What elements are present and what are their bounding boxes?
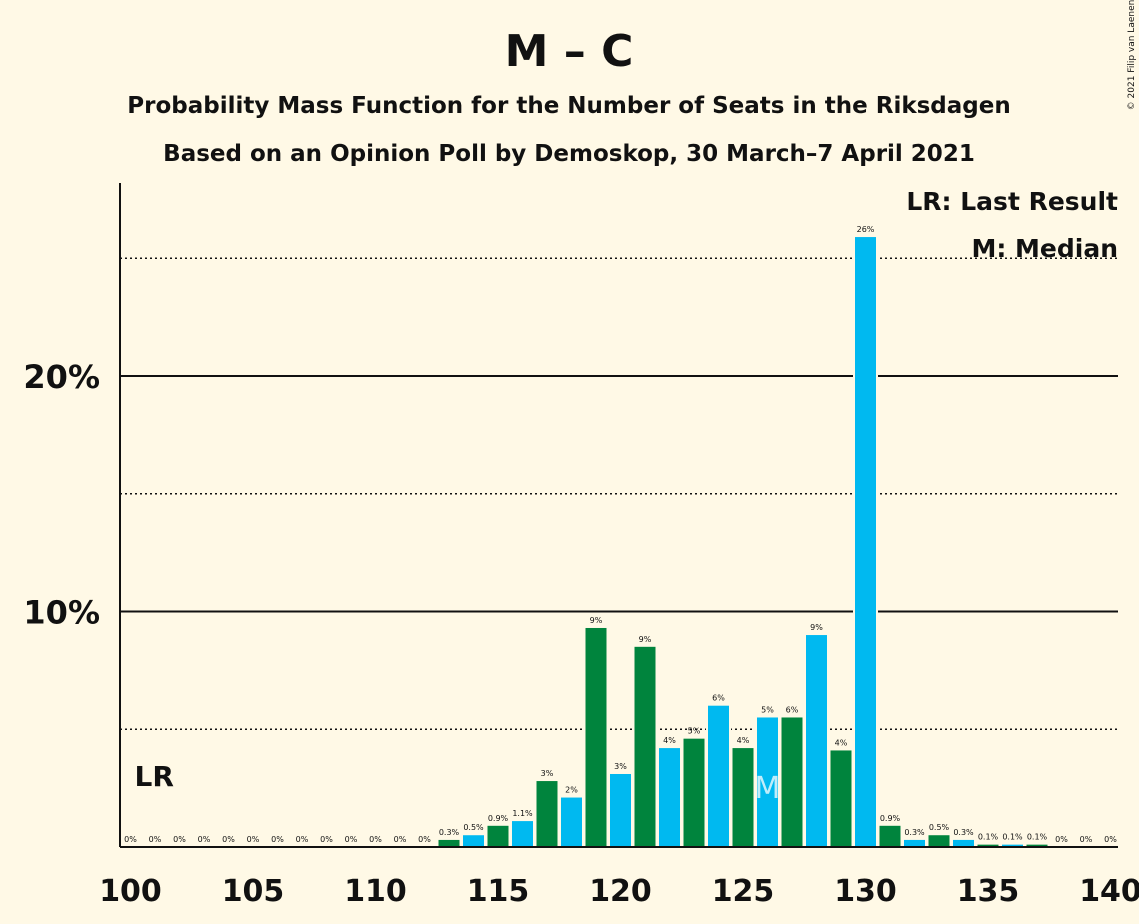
bar-seat-118: [561, 797, 582, 847]
bar-value-labels: 0% 0% 0% 0% 0% 0% 0% 0% 0% 0% 0% 0% 0%0.3%0.5%0.9%1.…: [124, 225, 1117, 844]
bar-seat-126: [757, 717, 778, 847]
legend-last-result: LR: Last Result: [906, 187, 1118, 216]
bar-label-seat-130: 26%: [857, 225, 875, 234]
bar-label-seat-140: 0%: [1104, 835, 1117, 844]
bar-label-seat-120: 3%: [614, 762, 627, 771]
bar-seat-132: [904, 839, 925, 847]
grid-lines: [120, 257, 1118, 730]
bar-label-seat-116: 1.1%: [512, 809, 533, 818]
bar-seat-116: [512, 821, 533, 847]
bar-label-seat-109: 0%: [345, 835, 358, 844]
bar-seat-114: [463, 835, 484, 847]
bar-label-seat-121: 9%: [639, 635, 652, 644]
bar-label-seat-131: 0.9%: [880, 814, 901, 823]
bar-label-seat-123: 5%: [688, 727, 701, 736]
bar-label-seat-122: 4%: [663, 736, 676, 745]
bar-label-seat-102: 0%: [173, 835, 186, 844]
bar-label-seat-129: 4%: [835, 738, 848, 747]
bar-seat-124: [708, 705, 729, 847]
bar-label-seat-106: 0%: [271, 835, 284, 844]
chart-subtitle-2: Based on an Opinion Poll by Demoskop, 30…: [163, 141, 975, 167]
bar-label-seat-118: 2%: [565, 786, 578, 795]
bar-label-seat-105: 0%: [247, 835, 260, 844]
bar-label-seat-101: 0%: [149, 835, 162, 844]
x-tick-label-130: 130: [834, 874, 897, 909]
bar-label-seat-108: 0%: [320, 835, 333, 844]
bar-seat-121: [634, 646, 656, 847]
x-tick-label-115: 115: [467, 874, 530, 909]
tick-labels: 10% 20% 100 105 110 115 120 125 130 135 140: [23, 358, 1139, 909]
bar-seat-131: [879, 825, 901, 847]
bar-label-seat-128: 9%: [810, 623, 823, 632]
bar-seat-119: [585, 627, 607, 847]
bar-label-seat-136: 0.1%: [1002, 833, 1023, 842]
y-tick-label-10: 10%: [23, 594, 100, 632]
bar-label-seat-137: 0.1%: [1027, 833, 1048, 842]
bar-seat-136: [1002, 844, 1023, 847]
bar-seat-127: [781, 717, 803, 847]
bar-label-seat-107: 0%: [296, 835, 309, 844]
bar-seat-125: [732, 748, 754, 847]
bar-seat-120: [610, 773, 631, 847]
median-marker: M: [755, 771, 781, 806]
bar-seat-133: [928, 835, 950, 847]
chart-title: M – C: [505, 26, 634, 77]
x-tick-label-135: 135: [957, 874, 1020, 909]
bar-label-seat-111: 0%: [394, 835, 407, 844]
bar-label-seat-103: 0%: [198, 835, 211, 844]
bar-label-seat-100: 0%: [124, 835, 137, 844]
bar-seat-128: [806, 635, 827, 847]
bar-seat-130: [855, 237, 876, 847]
axes: [119, 183, 1118, 848]
bar-label-seat-110: 0%: [369, 835, 382, 844]
bar-label-seat-132: 0.3%: [904, 828, 925, 837]
bar-seat-123: [683, 738, 705, 847]
y-tick-label-20: 20%: [23, 358, 100, 396]
x-tick-label-125: 125: [712, 874, 775, 909]
bar-label-seat-124: 6%: [712, 694, 725, 703]
bar-seat-137: [1026, 844, 1048, 847]
bar-series: [436, 235, 1050, 847]
bar-seat-115: [487, 825, 509, 847]
bar-label-seat-113: 0.3%: [439, 828, 460, 837]
bar-label-seat-134: 0.3%: [953, 828, 974, 837]
bar-label-seat-126: 5%: [761, 705, 774, 714]
bar-label-seat-115: 0.9%: [488, 814, 509, 823]
x-tick-label-100: 100: [99, 874, 162, 909]
x-tick-label-120: 120: [589, 874, 652, 909]
bar-seat-113: [438, 839, 460, 847]
bar-label-seat-104: 0%: [222, 835, 235, 844]
copyright-notice: © 2021 Filip van Laenen: [1127, 0, 1137, 110]
bar-seat-134: [953, 839, 974, 847]
legend-median: M: Median: [971, 234, 1118, 263]
bar-label-seat-127: 6%: [786, 705, 799, 714]
bar-seat-122: [659, 748, 680, 847]
bar-label-seat-114: 0.5%: [463, 823, 484, 832]
bar-seat-117: [536, 781, 558, 847]
x-tick-label-110: 110: [344, 874, 407, 909]
chart-subtitle: Probability Mass Function for the Number…: [127, 93, 1010, 119]
bar-label-seat-119: 9%: [590, 616, 603, 625]
bar-label-seat-125: 4%: [737, 736, 750, 745]
last-result-marker: LR: [135, 760, 174, 793]
bar-label-seat-139: 0%: [1080, 835, 1093, 844]
bar-label-seat-135: 0.1%: [978, 833, 999, 842]
bar-label-seat-117: 3%: [541, 769, 554, 778]
x-tick-label-140: 140: [1079, 874, 1139, 909]
bar-label-seat-138: 0%: [1055, 835, 1068, 844]
bar-label-seat-133: 0.5%: [929, 823, 950, 832]
bar-label-seat-112: 0%: [418, 835, 431, 844]
x-tick-label-105: 105: [222, 874, 285, 909]
bar-seat-129: [830, 750, 852, 847]
bar-seat-135: [977, 844, 999, 847]
